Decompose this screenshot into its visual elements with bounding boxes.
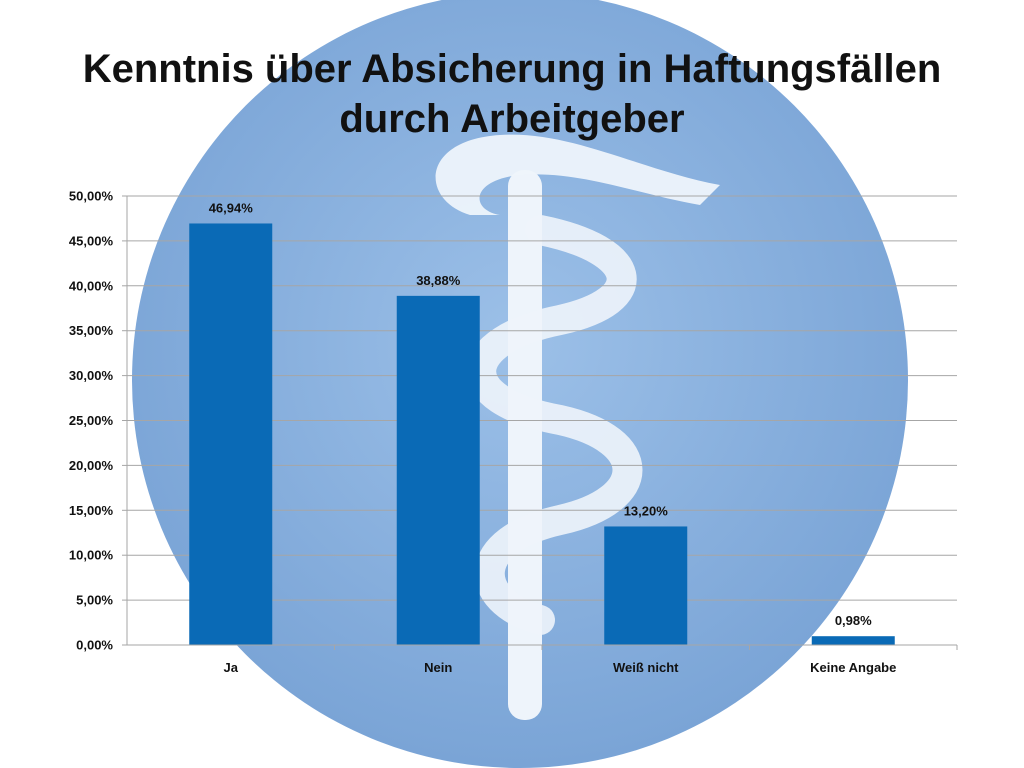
y-tick-label: 0,00% [76,638,113,653]
y-tick-label: 45,00% [69,233,114,248]
bar-keine-angabe [811,636,895,645]
y-tick-label: 30,00% [69,368,114,383]
bar-nein [396,295,480,645]
y-tick-label: 15,00% [69,503,114,518]
bars [189,223,895,645]
chart-title-line-2: durch Arbeitgeber [339,97,685,141]
y-tick-label: 50,00% [69,189,114,204]
y-tick-label: 20,00% [69,458,114,473]
x-tick-label: Ja [224,660,239,675]
y-tick-label: 40,00% [69,278,114,293]
data-label: 38,88% [416,273,461,288]
data-label: 13,20% [624,503,669,518]
chart-title: Kenntnis über Absicherung in Haftungsfäl… [0,44,1024,144]
x-tick-label: Weiß nicht [613,660,679,675]
y-tick-label: 10,00% [69,548,114,563]
y-tick-label: 35,00% [69,323,114,338]
y-tick-label: 25,00% [69,413,114,428]
y-tick-label: 5,00% [76,593,113,608]
chart-title-line-1: Kenntnis über Absicherung in Haftungsfäl… [82,47,942,91]
staff-of-asclepius-icon [435,134,720,720]
x-tick-label: Keine Angabe [810,660,896,675]
data-label: 46,94% [209,200,254,215]
x-axis-ticks: Ja Nein Weiß nicht Keine Angabe [224,645,958,675]
y-axis-ticks: 0,00% 5,00% 10,00% 15,00% 20,00% 25,00% 30,00%… [69,189,128,653]
bar-weiß-nicht [604,526,688,645]
data-labels: 46,94% 38,88% 13,20% 0,98% [209,200,872,628]
x-tick-label: Nein [424,660,452,675]
bar-ja [189,223,273,645]
data-label: 0,98% [835,613,872,628]
